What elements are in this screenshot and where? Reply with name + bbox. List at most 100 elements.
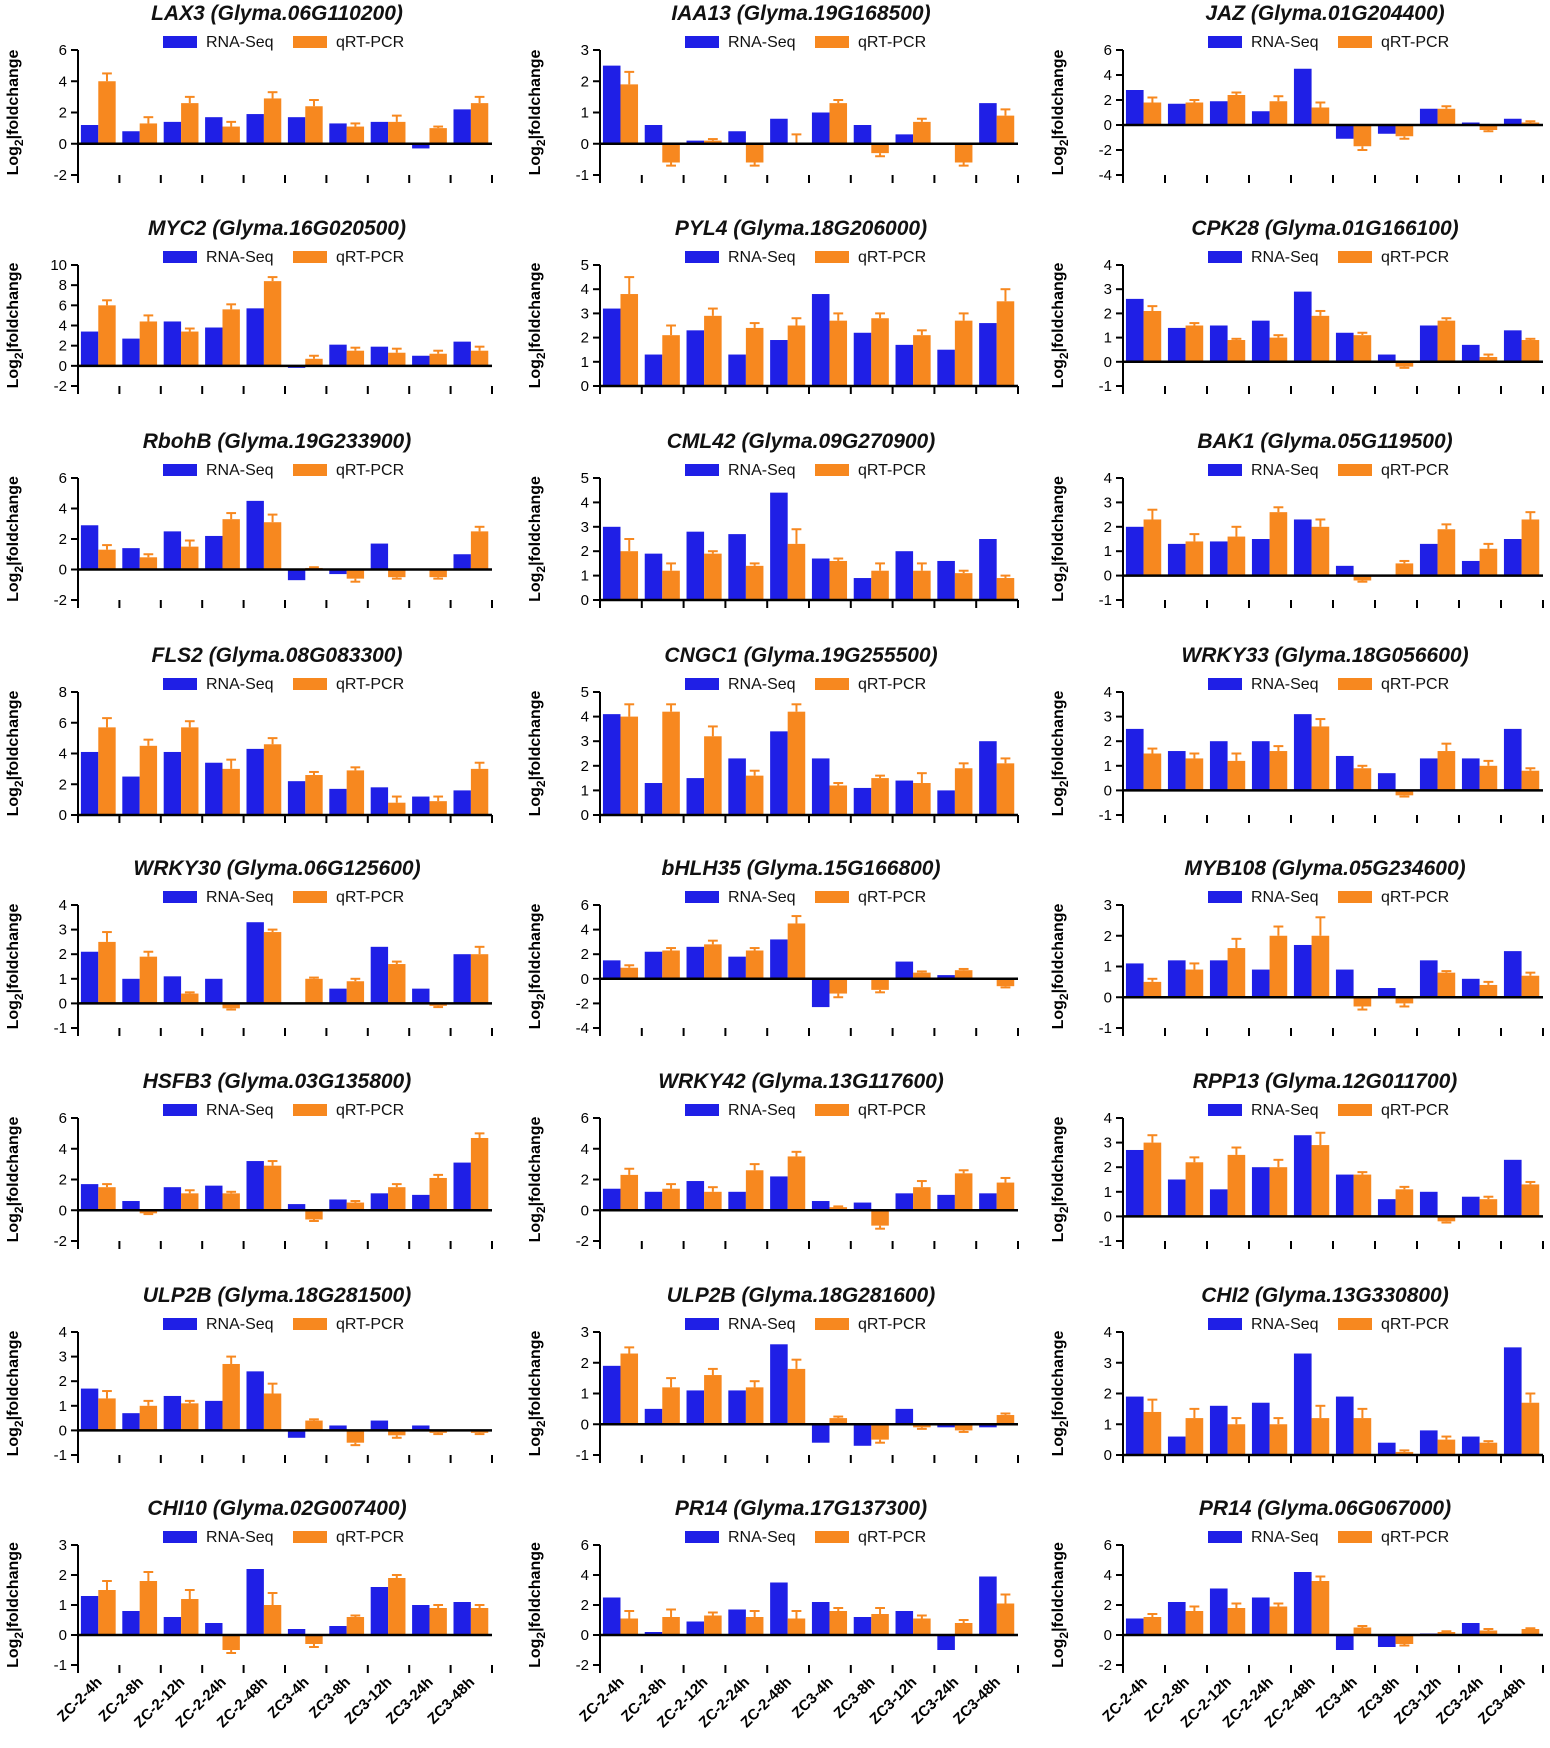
y-tick-label: 0 <box>59 995 67 1012</box>
gene-name: ULP2B <box>143 1284 218 1307</box>
bar-qrt-pcr <box>470 768 489 815</box>
x-category-label: ZC3-4h <box>1313 1674 1361 1722</box>
y-tick-label: 0 <box>1104 1447 1112 1464</box>
bar-rna-seq <box>370 1587 389 1635</box>
chart-title: LAX3 (Glyma.06G110200) <box>151 2 403 25</box>
gene-id: (Glyma.16G020500) <box>212 217 406 240</box>
bar-rna-seq <box>453 954 471 1004</box>
y-tick-label: 2 <box>581 946 589 963</box>
bar-rna-seq <box>728 131 746 144</box>
y-tick-label: 0 <box>1104 782 1112 799</box>
bar-rna-seq <box>122 338 140 366</box>
y-label-rest: |foldchange <box>527 476 544 566</box>
bar-rna-seq <box>453 341 471 366</box>
bar-qrt-pcr <box>954 320 973 386</box>
y-label-rest: |foldchange <box>5 903 22 993</box>
bar-qrt-pcr <box>139 1405 158 1431</box>
y-tick-label: 0 <box>1104 354 1112 371</box>
chart-panel-17: WRKY42 (Glyma.13G117600) RNA-Seq qRT-PCR -2… <box>527 1070 1019 1250</box>
bar-qrt-pcr <box>181 103 199 144</box>
y-label-sub: 2 <box>534 1632 548 1639</box>
bar-rna-seq <box>853 1424 872 1446</box>
bar-rna-seq <box>1419 758 1438 791</box>
x-category-label: ZC3-48h <box>1475 1674 1529 1728</box>
bar-qrt-pcr <box>996 578 1015 600</box>
y-tick-label: 0 <box>59 807 67 824</box>
y-label-base: Log <box>1050 573 1067 602</box>
y-tick-label: 1 <box>581 354 589 371</box>
legend-label-qrt: qRT-PCR <box>336 34 404 51</box>
y-tick-label: 0 <box>1104 117 1112 134</box>
y-axis-label: Log2|foldchange <box>5 262 26 388</box>
bar-rna-seq <box>979 103 997 144</box>
bar-rna-seq <box>163 531 182 570</box>
y-tick-label: 0 <box>59 1627 67 1644</box>
bar-qrt-pcr <box>429 128 447 144</box>
bar-rna-seq <box>163 976 182 1004</box>
bar-rna-seq <box>937 975 955 979</box>
bar-rna-seq <box>1251 539 1270 576</box>
bar-rna-seq <box>895 134 914 144</box>
bar-qrt-pcr <box>954 1173 973 1211</box>
legend-label-rna: RNA-Seq <box>728 249 796 266</box>
y-tick-label: 3 <box>1104 494 1112 511</box>
legend-label-qrt: qRT-PCR <box>336 249 404 266</box>
gene-id: (Glyma.05G234600) <box>1272 857 1466 880</box>
y-axis-label: Log2|foldchange <box>5 476 26 602</box>
bar-rna-seq <box>80 331 99 366</box>
bar-rna-seq <box>1251 741 1270 791</box>
chart-title: PYL4 (Glyma.18G206000) <box>675 217 927 240</box>
bar-rna-seq <box>205 1623 223 1635</box>
bar-rna-seq <box>1335 1396 1354 1455</box>
chart-title: PR14 (Glyma.06G067000) <box>1199 1497 1451 1520</box>
chart-title: CNGC1 (Glyma.19G255500) <box>664 644 937 667</box>
bar-qrt-pcr <box>954 573 973 600</box>
gene-name: PR14 <box>1199 1497 1257 1520</box>
bar-qrt-pcr <box>346 1202 365 1211</box>
y-tick-label: 4 <box>581 709 589 726</box>
bar-qrt-pcr <box>1311 1145 1330 1217</box>
bar-qrt-pcr <box>704 736 722 815</box>
bar-rna-seq <box>80 951 99 1004</box>
y-label-sub: 2 <box>534 1420 548 1427</box>
bar-rna-seq <box>728 1390 746 1425</box>
y-axis-label: Log2|foldchange <box>5 1330 26 1456</box>
y-tick-label: 0 <box>581 1202 589 1219</box>
bar-rna-seq <box>1335 125 1354 139</box>
bar-qrt-pcr <box>1521 519 1540 576</box>
chart-panel-11: CNGC1 (Glyma.19G255500) RNA-Seq qRT-PCR 0 1 2… <box>527 644 1019 824</box>
bar-rna-seq <box>937 1424 955 1428</box>
legend-label-qrt: qRT-PCR <box>1381 249 1449 266</box>
legend-swatch-qrt <box>815 891 849 903</box>
bar-qrt-pcr <box>1143 753 1162 791</box>
y-tick-label: 5 <box>581 684 589 701</box>
legend-swatch-rna <box>685 464 719 476</box>
y-tick-label: 4 <box>59 1141 67 1158</box>
bar-qrt-pcr <box>1227 1154 1246 1217</box>
y-tick-label: 0 <box>581 807 589 824</box>
chart-panel-12: WRKY33 (Glyma.18G056600) RNA-Seq qRT-PCR -1… <box>1050 644 1544 824</box>
bar-qrt-pcr <box>1269 1424 1288 1455</box>
bar-rna-seq <box>1503 1159 1522 1217</box>
gene-name: CHI10 <box>147 1497 212 1520</box>
bar-rna-seq <box>205 978 223 1004</box>
bar-qrt-pcr <box>620 551 639 600</box>
gene-name: FLS2 <box>152 644 209 667</box>
y-tick-label: 5 <box>581 470 589 487</box>
gene-id: (Glyma.02G007400) <box>213 1497 407 1520</box>
y-tick-label: -2 <box>54 167 67 184</box>
gene-id: (Glyma.17G137300) <box>733 1497 927 1520</box>
bar-qrt-pcr <box>388 121 406 144</box>
bar-rna-seq <box>770 1176 788 1211</box>
bar-rna-seq <box>770 1344 788 1425</box>
y-axis-label: Log2|foldchange <box>1050 690 1071 816</box>
legend-swatch-rna <box>1208 251 1242 263</box>
y-label-base: Log <box>1050 787 1067 816</box>
y-label-sub: 2 <box>1057 780 1071 787</box>
y-axis-label: Log2|foldchange <box>1050 1542 1071 1668</box>
bar-rna-seq <box>1461 344 1480 362</box>
y-label-base: Log <box>5 1639 22 1668</box>
bar-rna-seq <box>1377 1199 1396 1217</box>
y-tick-label: 4 <box>1104 470 1112 487</box>
bar-qrt-pcr <box>305 978 323 1004</box>
